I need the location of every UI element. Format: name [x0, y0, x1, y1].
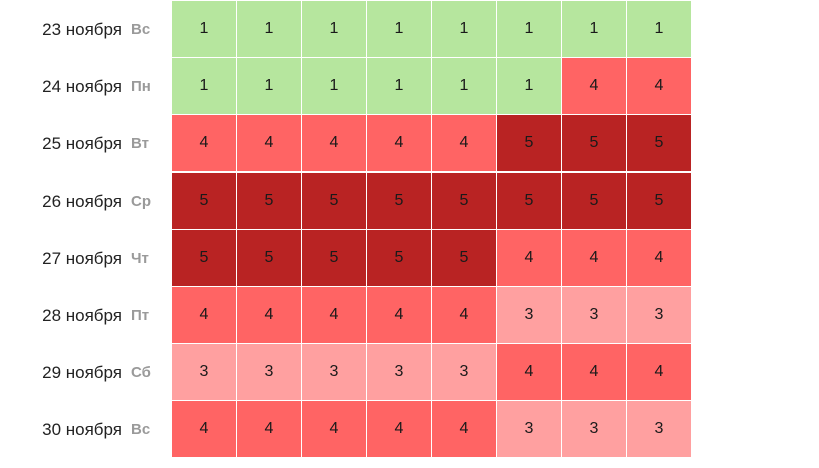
forecast-cell: 5: [172, 229, 236, 286]
forecast-cell: 1: [302, 58, 366, 115]
forecast-cell: 4: [432, 287, 496, 343]
forecast-row: 23 ноября Вс 1 1 1 1 1 1 1 1: [0, 1, 692, 58]
forecast-cell: 5: [367, 172, 431, 229]
forecast-cell: 4: [367, 287, 431, 343]
forecast-cell: 1: [562, 1, 626, 57]
forecast-cell: 1: [367, 1, 431, 57]
date-label: 24 ноября: [42, 77, 122, 97]
forecast-cell: 4: [172, 287, 236, 343]
forecast-cell: 1: [172, 1, 236, 57]
date-label: 27 ноября: [42, 248, 122, 268]
forecast-cell: 1: [627, 1, 691, 57]
forecast-cell: 1: [237, 1, 301, 57]
date-label: 28 ноября: [42, 306, 122, 325]
forecast-cell: 1: [497, 58, 561, 115]
date-label: 29 ноября: [42, 363, 122, 383]
day-of-week-label: Сб: [131, 364, 151, 382]
day-of-week-label: Пн: [131, 78, 151, 96]
forecast-cell: 3: [627, 287, 691, 343]
forecast-cell: 4: [237, 287, 301, 343]
date-label: 23 ноября: [42, 20, 122, 39]
forecast-cell: 5: [497, 115, 561, 172]
forecast-cell: 4: [497, 344, 561, 401]
day-of-week-label: Вс: [131, 421, 151, 439]
forecast-cell: 5: [237, 229, 301, 286]
forecast-cell: 4: [302, 287, 366, 343]
forecast-cell: 4: [172, 401, 236, 458]
forecast-cell: 3: [302, 344, 366, 401]
forecast-cell: 4: [302, 401, 366, 458]
forecast-cell: 5: [302, 229, 366, 286]
forecast-cell: 3: [497, 287, 561, 343]
forecast-row: 30 ноября Вс 4 4 4 4 4 3 3 3: [0, 401, 692, 458]
forecast-cell: 1: [432, 1, 496, 57]
forecast-cell: 4: [627, 229, 691, 286]
forecast-row: 25 ноября Вт 4 4 4 4 4 5 5 5: [0, 115, 692, 172]
forecast-cell: 5: [497, 172, 561, 229]
forecast-cell: 1: [497, 1, 561, 57]
forecast-cell: 3: [627, 401, 691, 458]
forecast-cell: 5: [367, 229, 431, 286]
forecast-cell: 4: [562, 58, 626, 115]
forecast-cell: 4: [237, 115, 301, 172]
forecast-cell: 3: [562, 287, 626, 343]
forecast-cell: 5: [432, 172, 496, 229]
forecast-cell: 1: [367, 58, 431, 115]
forecast-cell: 4: [302, 115, 366, 172]
day-of-week-label: Ср: [131, 192, 151, 210]
forecast-cell: 4: [367, 401, 431, 458]
forecast-cell: 1: [172, 58, 236, 115]
forecast-cell: 4: [627, 344, 691, 401]
forecast-cell: 5: [627, 115, 691, 172]
forecast-row: 28 ноября Пт 4 4 4 4 4 3 3 3: [0, 287, 692, 344]
forecast-cell: 4: [367, 115, 431, 172]
forecast-cell: 3: [562, 401, 626, 458]
forecast-cell: 5: [562, 172, 626, 229]
forecast-cell: 5: [432, 229, 496, 286]
forecast-cell: 5: [627, 172, 691, 229]
date-label: 25 ноября: [42, 134, 122, 154]
forecast-cell: 1: [302, 1, 366, 57]
forecast-cell: 3: [172, 344, 236, 401]
day-of-week-label: Пт: [131, 307, 150, 324]
forecast-cell: 3: [237, 344, 301, 401]
forecast-cell: 4: [432, 115, 496, 172]
forecast-cell: 4: [627, 58, 691, 115]
forecast-cell: 4: [432, 401, 496, 458]
day-of-week-label: Вт: [131, 135, 149, 153]
forecast-cell: 1: [237, 58, 301, 115]
forecast-cell: 1: [432, 58, 496, 115]
forecast-cell: 5: [562, 115, 626, 172]
forecast-cell: 3: [497, 401, 561, 458]
forecast-cell: 3: [432, 344, 496, 401]
date-label: 30 ноября: [42, 420, 122, 440]
forecast-cell: 3: [367, 344, 431, 401]
day-of-week-label: Чт: [131, 249, 149, 267]
forecast-row: 27 ноября Чт 5 5 5 5 5 4 4 4: [0, 229, 692, 287]
forecast-row: 26 ноября Ср 5 5 5 5 5 5 5 5: [0, 172, 692, 230]
forecast-row: 24 ноября Пн 1 1 1 1 1 1 4 4: [0, 58, 692, 115]
forecast-cell: 5: [302, 172, 366, 229]
day-of-week-label: Вс: [131, 21, 151, 38]
forecast-cell: 5: [172, 172, 236, 229]
forecast-cell: 5: [237, 172, 301, 229]
forecast-cell: 4: [562, 344, 626, 401]
forecast-row: 29 ноября Сб 3 3 3 3 3 4 4 4: [0, 344, 692, 401]
forecast-cell: 4: [497, 229, 561, 286]
forecast-cell: 4: [562, 229, 626, 286]
forecast-cell: 4: [237, 401, 301, 458]
forecast-cell: 4: [172, 115, 236, 172]
date-label: 26 ноября: [42, 191, 122, 211]
